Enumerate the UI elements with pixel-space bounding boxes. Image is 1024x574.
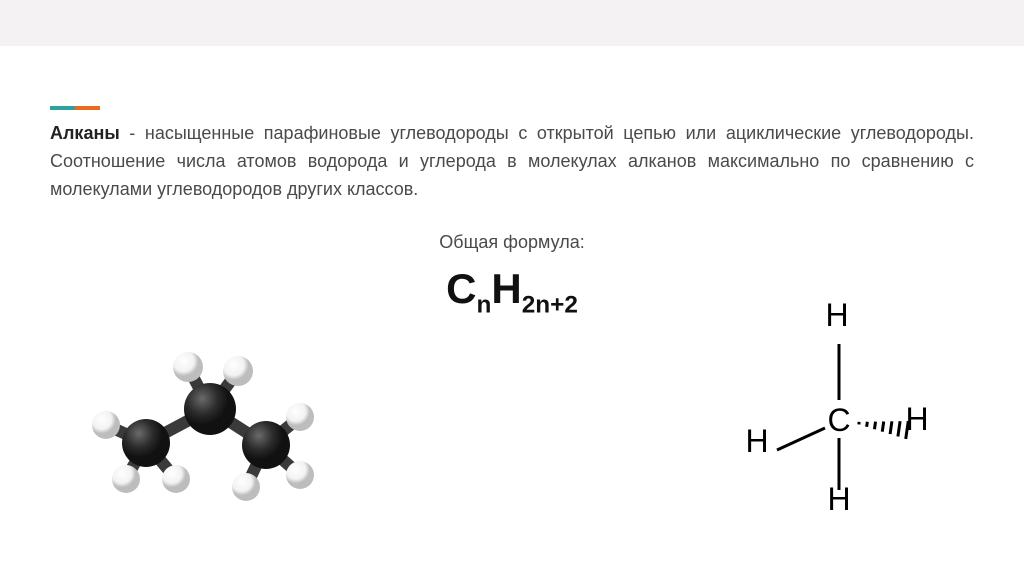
slide-content: Алканы - насыщенные парафиновые углеводо… <box>0 46 1024 319</box>
svg-text:H: H <box>827 481 850 517</box>
formula-sub-2n2: 2n+2 <box>522 291 578 318</box>
header-band <box>0 0 1024 46</box>
molecule-3d-propane <box>70 315 330 525</box>
svg-text:H: H <box>905 401 928 437</box>
accent-line <box>50 106 100 110</box>
definition-text: - насыщенные парафиновые углеводороды с … <box>50 123 974 199</box>
molecule-2d-methane: C H H H H <box>739 300 939 520</box>
term: Алканы <box>50 123 120 143</box>
definition-paragraph: Алканы - насыщенные парафиновые углеводо… <box>50 120 974 204</box>
formula-sub-n: n <box>476 291 491 318</box>
svg-text:C: C <box>827 402 850 438</box>
accent-teal <box>50 106 75 110</box>
formula-label: Общая формула: <box>50 232 974 253</box>
formula-H: H <box>491 265 521 312</box>
accent-orange <box>75 106 100 110</box>
formula-C: C <box>446 265 476 312</box>
svg-text:H: H <box>745 423 768 459</box>
svg-text:H: H <box>825 300 848 333</box>
